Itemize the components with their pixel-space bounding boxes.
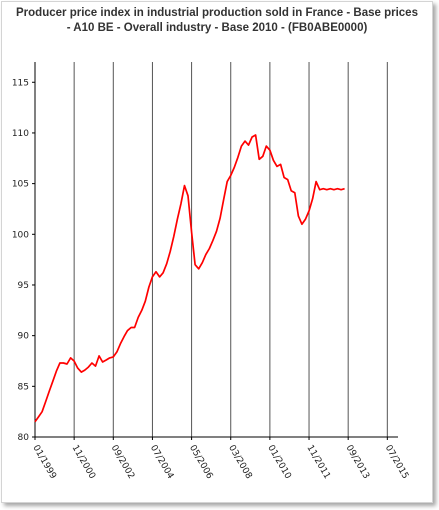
x-tick-label-5: 03/2008 xyxy=(226,444,253,482)
x-tick-label-2: 09/2002 xyxy=(109,444,136,481)
x-tick-label-0: 01/1999 xyxy=(30,444,57,482)
x-tick-label-1: 11/2000 xyxy=(70,444,97,482)
y-tick-label-2: 90 xyxy=(18,332,30,342)
y-tick-label-0: 80 xyxy=(18,433,30,443)
y-tick-label-5: 105 xyxy=(12,180,29,190)
y-tick-label-6: 110 xyxy=(12,129,29,139)
x-tick-label-7: 11/2011 xyxy=(304,444,331,481)
chart-frame: Producer price index in industrial produ… xyxy=(1,1,433,503)
x-tick-label-8: 09/2013 xyxy=(344,444,371,481)
y-tick-label-3: 95 xyxy=(18,281,29,291)
series-line-0 xyxy=(34,134,345,423)
x-tick-label-3: 07/2004 xyxy=(148,444,175,482)
y-tick-label-1: 85 xyxy=(18,382,29,392)
chart-title: Producer price index in industrial produ… xyxy=(2,6,432,36)
y-tick-label-4: 100 xyxy=(12,230,29,240)
chart-title-line-2: - A10 BE - Overall industry - Base 2010 … xyxy=(66,22,368,34)
chart-title-line-1: Producer price index in industrial produ… xyxy=(16,7,418,19)
x-tick-label-6: 01/2010 xyxy=(265,444,292,482)
x-tick-label-4: 05/2006 xyxy=(187,444,214,482)
x-tick-label-9: 07/2015 xyxy=(383,444,410,481)
y-tick-label-7: 115 xyxy=(12,78,29,88)
